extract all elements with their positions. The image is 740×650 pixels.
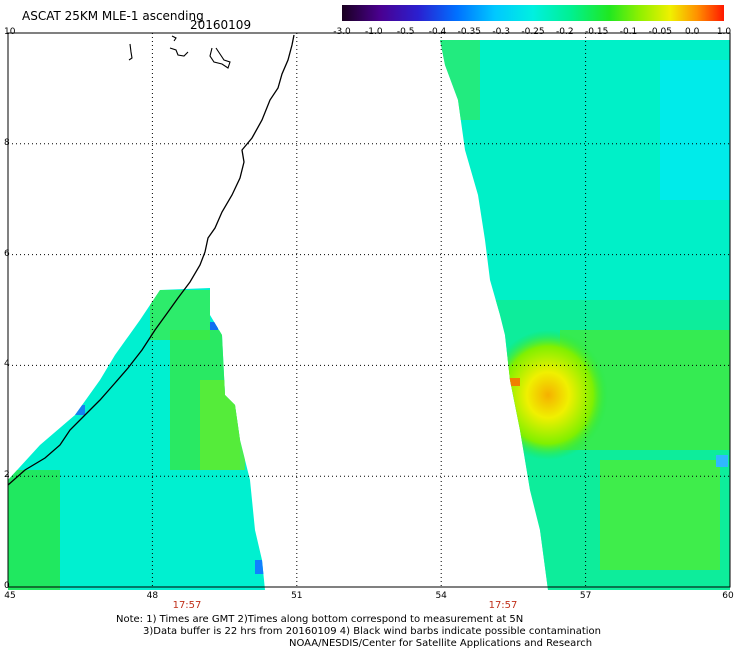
map-grid <box>8 33 730 587</box>
island <box>171 35 177 42</box>
swath-left <box>8 288 265 590</box>
lon-tick-label: 48 <box>146 591 159 601</box>
color-scale-tick-label: 0.0 <box>684 27 700 37</box>
island <box>209 47 231 69</box>
island <box>128 43 133 61</box>
lon-tick-label: 57 <box>579 591 592 601</box>
island <box>169 47 189 57</box>
lat-tick-label: 10 <box>4 27 16 37</box>
pass-time-left: 17:57 <box>172 600 202 611</box>
lat-tick-label: 0 <box>4 581 10 591</box>
coastline <box>7 34 295 486</box>
color-scale-tick-label: -0.3 <box>492 27 510 37</box>
color-scale-tick-label: -3.0 <box>333 27 351 37</box>
lat-tick-label: 8 <box>4 137 10 148</box>
lat-tick-label: 6 <box>4 248 10 259</box>
color-scale-tick-label: -0.4 <box>428 27 447 37</box>
lon-tick-label: 45 <box>4 591 16 601</box>
lon-tick-label: 54 <box>435 591 447 601</box>
map-date: 20160109 <box>190 18 252 32</box>
color-scale-tick-label: -0.2 <box>556 27 574 37</box>
color-scale-tick-label: 1.0 <box>716 27 732 37</box>
swath-right <box>440 40 730 590</box>
color-scale-tick-label: -0.5 <box>396 27 415 37</box>
color-scale-bar <box>342 5 724 21</box>
map-frame <box>7 32 731 588</box>
color-scale-tick-label: -0.25 <box>521 27 545 37</box>
color-scale-gradient <box>342 5 724 21</box>
lat-tick-label: 4 <box>4 359 10 370</box>
color-scale-tick-label: -0.15 <box>585 27 609 37</box>
lat-tick-label: 2 <box>4 470 10 481</box>
lon-tick-label: 51 <box>291 591 303 601</box>
note-line-1: Note: 1) Times are GMT 2)Times along bot… <box>116 614 524 625</box>
note-line-3: NOAA/NESDIS/Center for Satellite Applica… <box>289 638 593 649</box>
color-scale-tick-label: -0.05 <box>648 27 672 37</box>
map-title: ASCAT 25KM MLE-1 ascending <box>22 9 204 23</box>
pass-time-right: 17:57 <box>488 600 518 611</box>
note-line-2: 3)Data buffer is 22 hrs from 20160109 4)… <box>143 626 601 637</box>
color-scale-tick-label: -1.0 <box>365 27 383 37</box>
color-scale-tick-label: -0.1 <box>619 27 638 37</box>
color-scale-tick-label: -0.35 <box>457 27 481 37</box>
lon-tick-label: 60 <box>722 591 734 601</box>
